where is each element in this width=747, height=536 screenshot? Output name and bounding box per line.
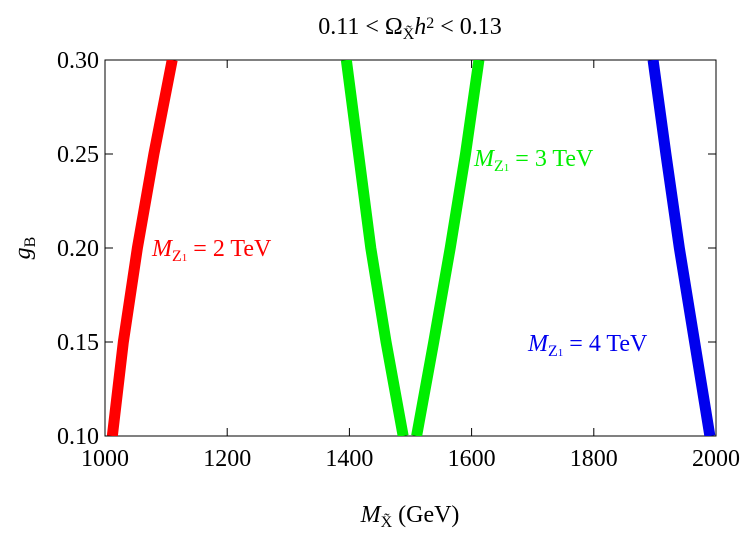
x-tick-label: 1600: [448, 446, 496, 472]
y-tick-label: 0.25: [57, 142, 99, 168]
x-axis-label-part: (GeV): [392, 502, 459, 528]
curve-label-part: M: [151, 236, 174, 262]
curve-label-part: Z: [494, 158, 504, 175]
curve-label-part: M: [527, 331, 550, 357]
curve-label-part: = 2 TeV: [187, 236, 272, 262]
curve-label-part: 1: [182, 252, 188, 264]
curve-label-part: 1: [504, 162, 510, 174]
x-axis-label-part: X̃: [381, 513, 393, 531]
y-tick-label: 0.10: [57, 424, 99, 450]
curve-label: MZ1 = 3 TeV: [473, 146, 594, 175]
curve-label: MZ1 = 2 TeV: [151, 236, 272, 265]
chart-title-part: < 0.13: [434, 14, 502, 40]
curve-label-part: Z: [172, 248, 182, 265]
chart-title-part: h: [414, 14, 426, 40]
y-axis-label-part: B: [22, 237, 39, 248]
chart-title-part: 2: [426, 15, 434, 32]
x-axis-label: MX̃ (GeV): [360, 502, 460, 531]
curve-label-part: M: [473, 146, 496, 172]
band-curve: [647, 60, 716, 436]
x-tick-label: 1200: [203, 446, 251, 472]
y-tick-label: 0.15: [57, 330, 99, 356]
curve-label: MZ1 = 4 TeV: [527, 331, 648, 360]
curve-label-part: = 3 TeV: [509, 146, 594, 172]
band-curve: [106, 60, 178, 436]
y-axis-label-part: g: [10, 247, 36, 259]
x-tick-label: 2000: [692, 446, 740, 472]
chart-title-part: X̃: [403, 25, 415, 43]
x-tick-label: 1000: [81, 446, 129, 472]
band-curve: [340, 60, 485, 436]
y-tick-label: 0.30: [57, 48, 99, 74]
chart-title: 0.11 < ΩX̃h2 < 0.13: [318, 14, 502, 43]
x-tick-label: 1400: [325, 446, 373, 472]
curve-label-part: Z: [548, 343, 558, 360]
x-tick-label: 1800: [570, 446, 618, 472]
chart-title-part: 0.11 < Ω: [318, 14, 402, 40]
y-axis-label: gB: [10, 237, 39, 260]
curve-label-part: 1: [558, 347, 564, 359]
curve-label-part: = 4 TeV: [563, 331, 648, 357]
y-tick-label: 0.20: [57, 236, 99, 262]
x-axis-label-part: M: [360, 502, 383, 528]
